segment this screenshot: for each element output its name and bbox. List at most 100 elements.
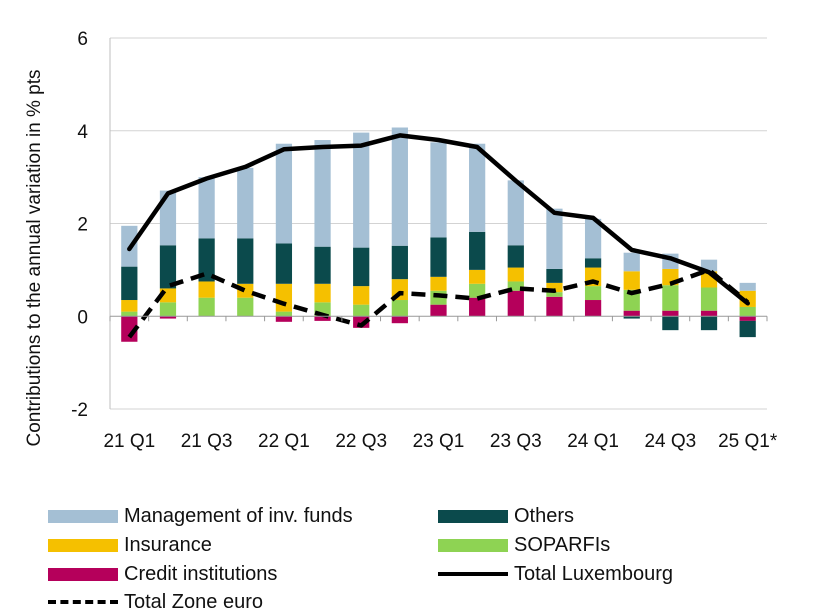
bar-soparfis (391, 300, 408, 317)
bar-management-of-inv-funds (353, 132, 370, 248)
bar-insurance (353, 286, 370, 305)
bar-soparfis (584, 286, 602, 301)
legend-swatch (48, 509, 118, 523)
bar-soparfis (237, 297, 254, 317)
bar-management-of-inv-funds (159, 190, 177, 246)
x-tick-label: 25 Q1* (718, 431, 778, 452)
bar-credit-institutions (584, 300, 602, 317)
legend-label: Insurance (124, 533, 212, 556)
bar-others (391, 245, 408, 280)
bar-insurance (121, 300, 138, 312)
bar-credit-institutions (391, 316, 408, 324)
bar-others (623, 316, 640, 319)
line-total-zone-euro (127, 267, 750, 339)
x-tick-label: 22 Q3 (335, 431, 387, 452)
legend-label: Total Zone euro (124, 590, 263, 613)
bar-others (237, 238, 254, 284)
bar-others (584, 258, 602, 268)
bar-soparfis (353, 304, 370, 317)
legend-swatch (48, 538, 118, 552)
bar-soparfis (121, 311, 138, 317)
bar-others (469, 231, 486, 270)
series-lines (127, 133, 750, 339)
bar-credit-institutions (507, 290, 524, 317)
bar-credit-institutions (275, 316, 293, 322)
bar-others (121, 266, 138, 301)
x-tick-label: 23 Q1 (413, 431, 465, 452)
legend-dashed-line (48, 600, 118, 604)
bar-management-of-inv-funds (700, 259, 718, 272)
bar-others (739, 320, 756, 338)
y-tick-label: 2 (77, 215, 88, 236)
gridlines (110, 37, 767, 410)
legend-item-inv-funds: Management of inv. funds (48, 502, 353, 530)
bar-management-of-inv-funds (739, 282, 756, 291)
x-tick-label: 21 Q1 (103, 431, 155, 452)
bar-insurance (623, 271, 640, 290)
bar-management-of-inv-funds (275, 143, 293, 244)
bar-credit-institutions (314, 316, 331, 321)
x-tick-label: 21 Q3 (181, 431, 233, 452)
axes: -2 0 2 4 6 21 Q1 21 Q3 22 Q1 22 Q3 23 Q1 23 Q3 24 Q… (71, 29, 778, 452)
x-tick-label: 24 Q1 (567, 431, 619, 452)
bar-insurance (739, 290, 756, 307)
bar-credit-institutions (353, 316, 370, 328)
bar-soparfis (546, 292, 563, 297)
legend-swatch (48, 567, 118, 581)
line-total-luxembourg (127, 133, 750, 306)
bar-insurance (546, 282, 563, 293)
bar-management-of-inv-funds (430, 142, 447, 238)
bar-management-of-inv-funds (623, 252, 640, 272)
legend-label: SOPARFIs (514, 533, 611, 556)
bar-management-of-inv-funds (237, 167, 254, 239)
bar-credit-institutions (469, 297, 486, 317)
bar-others (198, 238, 215, 282)
y-tick-label: -2 (71, 400, 88, 421)
bar-management-of-inv-funds (314, 140, 331, 247)
bar-soparfis (700, 287, 718, 311)
legend-item-total-zone-euro: Total Zone euro (48, 588, 263, 616)
bar-insurance (198, 281, 215, 298)
legend-item-soparfis: SOPARFIs (438, 531, 610, 559)
bar-credit-institutions (700, 310, 718, 317)
bar-credit-institutions (159, 316, 177, 319)
y-axis-title: Contributions to the annual variation in… (24, 69, 45, 446)
bar-credit-institutions (739, 316, 756, 321)
legend-label: Total Luxembourg (514, 562, 673, 585)
bars (121, 127, 756, 342)
bar-soparfis (507, 281, 524, 291)
bar-management-of-inv-funds (469, 143, 486, 232)
bar-soparfis (469, 283, 486, 298)
legend-label: Management of inv. funds (124, 504, 353, 527)
legend-item-total-luxembourg: Total Luxembourg (438, 560, 673, 588)
bar-soparfis (159, 302, 177, 317)
bar-others (662, 316, 679, 331)
legend-item-others: Others (438, 502, 574, 530)
bar-management-of-inv-funds (198, 177, 215, 239)
bar-others (507, 245, 524, 268)
bar-soparfis (198, 297, 215, 317)
legend-label: Others (514, 504, 575, 527)
y-tick-label: 6 (77, 29, 88, 50)
legend-item-insurance: Insurance (48, 531, 212, 559)
bar-insurance (314, 283, 331, 303)
legend-solid-line (438, 572, 508, 576)
x-tick-label: 23 Q3 (490, 431, 542, 452)
bar-management-of-inv-funds (507, 180, 524, 246)
bar-others (353, 247, 370, 287)
bar-credit-institutions (662, 310, 679, 317)
bar-management-of-inv-funds (391, 127, 408, 246)
bar-insurance (469, 269, 486, 284)
bar-credit-institutions (546, 296, 563, 317)
bar-insurance (275, 283, 293, 312)
legend-swatch (438, 509, 508, 523)
bar-management-of-inv-funds (546, 208, 563, 269)
bar-others (546, 268, 563, 283)
bar-others (275, 243, 293, 284)
bar-credit-institutions (623, 310, 640, 317)
bar-others (314, 246, 331, 284)
bar-insurance (430, 276, 447, 291)
bar-soparfis (623, 289, 640, 311)
bar-credit-institutions (430, 304, 447, 317)
bar-management-of-inv-funds (584, 218, 602, 259)
